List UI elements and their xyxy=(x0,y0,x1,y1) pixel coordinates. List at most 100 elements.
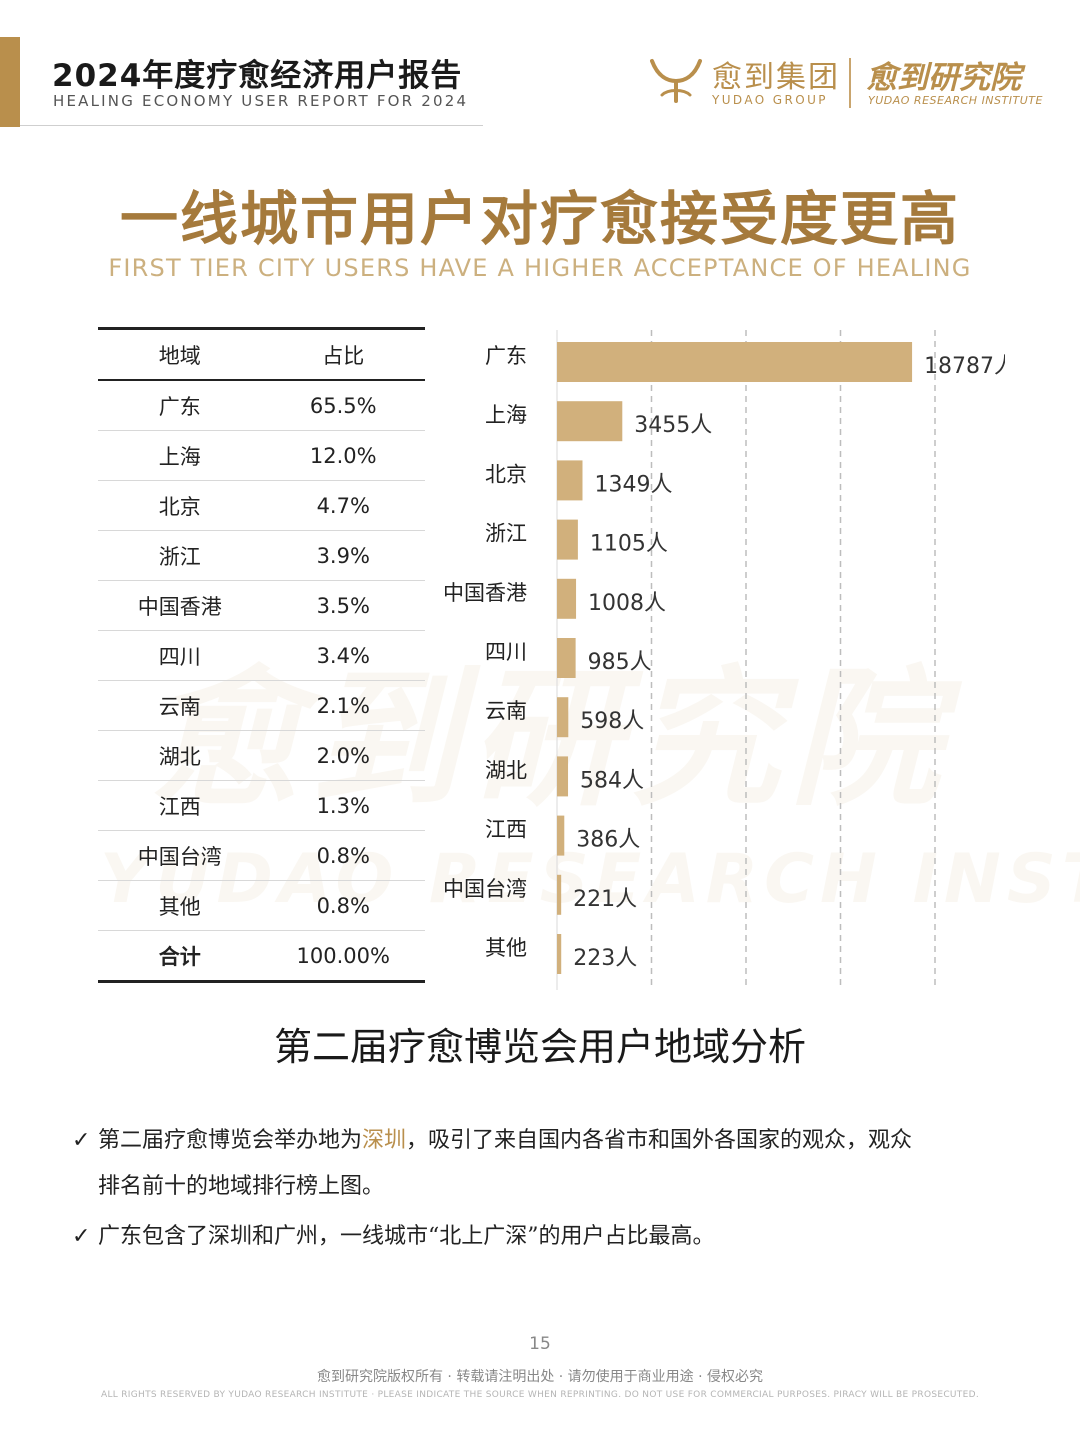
bar xyxy=(557,519,578,560)
value-label: 1105人 xyxy=(590,532,668,557)
bar xyxy=(557,342,913,382)
bar xyxy=(557,874,562,915)
analysis-bullet-2: ✓ 广东包含了深圳和广州，一线城市“北上广深”的用户占比最高。 xyxy=(72,1214,1002,1260)
table-header-row: 地域 占比 xyxy=(98,330,425,381)
category-label: 上海 xyxy=(485,403,527,427)
region-cell: 其他 xyxy=(158,894,201,919)
table-row: 其他 0.8% xyxy=(98,881,425,931)
category-label: 云南 xyxy=(485,699,527,723)
value-label: 1349人 xyxy=(594,472,672,497)
copyright-en: ALL RIGHTS RESERVED BY YUDAO RESEARCH IN… xyxy=(100,1390,979,1400)
value-label: 386人 xyxy=(576,828,640,853)
header-accent-bar xyxy=(0,37,20,127)
value-label: 3455人 xyxy=(634,413,712,438)
value-label: 223人 xyxy=(573,946,637,971)
region-cell: 江西 xyxy=(158,794,201,819)
total-value: 100.00% xyxy=(296,943,390,968)
category-label: 中国香港 xyxy=(443,581,527,605)
value-label: 985人 xyxy=(588,650,652,675)
table-row: 湖北 2.0% xyxy=(98,731,425,781)
analysis-title: 第二届疗愈博览会用户地域分析 xyxy=(273,1025,806,1069)
bullet-1-text-post: ，吸引了来自国内各省市和国外各国家的观众，观众 xyxy=(406,1128,913,1153)
category-label: 四川 xyxy=(485,640,527,664)
table-row: 云南 2.1% xyxy=(98,681,425,731)
table-row: 江西 1.3% xyxy=(98,781,425,831)
share-cell: 65.5% xyxy=(309,393,377,418)
yudao-logo-icon xyxy=(650,59,702,103)
value-label: 221人 xyxy=(573,887,637,912)
share-cell: 2.0% xyxy=(316,743,370,768)
region-cell: 湖北 xyxy=(158,744,201,769)
value-label: 598人 xyxy=(580,709,644,734)
region-cell: 四川 xyxy=(158,644,201,669)
page-number: 15 xyxy=(529,1334,551,1354)
group-logo-en: YUDAO GROUP xyxy=(712,93,828,107)
region-cell: 上海 xyxy=(158,444,201,469)
region-cell: 云南 xyxy=(158,694,201,719)
table-row: 中国台湾 0.8% xyxy=(98,831,425,881)
table-row: 中国香港 3.5% xyxy=(98,581,425,631)
bar xyxy=(557,934,562,974)
bar xyxy=(557,401,623,442)
share-cell: 2.1% xyxy=(316,693,370,718)
category-label: 江西 xyxy=(485,818,527,842)
check-icon: ✓ xyxy=(72,1224,91,1249)
value-label: 1008人 xyxy=(588,591,666,616)
bar xyxy=(557,815,565,856)
share-cell: 1.3% xyxy=(316,793,370,818)
report-subtitle: HEALING ECONOMY USER REPORT FOR 2024 xyxy=(53,92,469,110)
bullet-2-text: 广东包含了深圳和广州，一线城市“北上广深”的用户占比最高。 xyxy=(98,1224,715,1249)
share-cell: 0.8% xyxy=(316,843,370,868)
region-cell: 中国台湾 xyxy=(137,844,222,869)
header-divider xyxy=(20,125,483,126)
bar xyxy=(557,697,569,738)
total-label: 合计 xyxy=(158,944,201,969)
table-header-share: 占比 xyxy=(322,343,365,368)
group-logo-text: 愈到集团 xyxy=(712,60,840,95)
region-cell: 北京 xyxy=(158,494,201,519)
share-cell: 4.7% xyxy=(316,493,370,518)
bar xyxy=(557,460,583,501)
share-cell: 3.5% xyxy=(316,593,370,618)
table-row: 四川 3.4% xyxy=(98,631,425,681)
share-cell: 0.8% xyxy=(316,893,370,918)
report-title: 2024年度疗愈经济用户报告 xyxy=(52,58,463,94)
watermark-en: YUDAO RESEARCH INSTITUTE xyxy=(100,840,1080,919)
value-label: 584人 xyxy=(580,768,644,793)
category-label: 其他 xyxy=(485,936,527,960)
region-share-table: 地域 占比 广东 65.5% 上海 12.0% 北京 4.7% 浙江 3.9% 中国香港… xyxy=(98,327,425,983)
bullet-1-highlight: 深圳 xyxy=(362,1128,407,1153)
region-cell: 中国香港 xyxy=(137,594,222,619)
category-label: 中国台湾 xyxy=(443,877,527,901)
page-headline-en: FIRST TIER CITY USERS HAVE A HIGHER ACCE… xyxy=(108,254,972,282)
institute-logo-text: 愈到研究院 xyxy=(866,60,1021,96)
share-cell: 3.4% xyxy=(316,643,370,668)
watermark-cn: 愈到研究院 xyxy=(149,653,950,827)
table-row: 广东 65.5% xyxy=(98,381,425,431)
page-headline: 一线城市用户对疗愈接受度更高 xyxy=(119,185,960,253)
table-row: 浙江 3.9% xyxy=(98,531,425,581)
bullet-1-line-2: 排名前十的地域排行榜上图。 xyxy=(98,1174,385,1199)
bar xyxy=(557,756,569,797)
institute-logo-en: YUDAO RESEARCH INSTITUTE xyxy=(868,94,1043,107)
analysis-bullet-1: ✓ 第二届疗愈博览会举办地为深圳，吸引了来自国内各省市和国外各国家的观众，观众 排… xyxy=(72,1118,1002,1210)
region-cell: 广东 xyxy=(158,394,201,419)
category-label: 广东 xyxy=(485,344,527,368)
bullet-1-text-pre: 第二届疗愈博览会举办地为 xyxy=(98,1128,363,1153)
table-row: 上海 12.0% xyxy=(98,431,425,481)
category-label: 湖北 xyxy=(485,758,527,782)
value-label: 18787人 xyxy=(924,354,1005,379)
table-header-region: 地域 xyxy=(158,343,201,368)
category-label: 北京 xyxy=(485,462,527,486)
copyright-cn: 愈到研究院版权所有 · 转载请注明出处 · 请勿使用于商业用途 · 侵权必究 xyxy=(316,1369,764,1385)
table-row: 北京 4.7% xyxy=(98,481,425,531)
logo-divider xyxy=(849,58,851,108)
table-total-row: 合计 100.00% xyxy=(98,931,425,980)
bar xyxy=(557,578,577,619)
share-cell: 12.0% xyxy=(309,443,377,468)
category-label: 浙江 xyxy=(485,522,527,546)
check-icon: ✓ xyxy=(72,1128,91,1153)
share-cell: 3.9% xyxy=(316,543,370,568)
region-cell: 浙江 xyxy=(158,544,201,569)
